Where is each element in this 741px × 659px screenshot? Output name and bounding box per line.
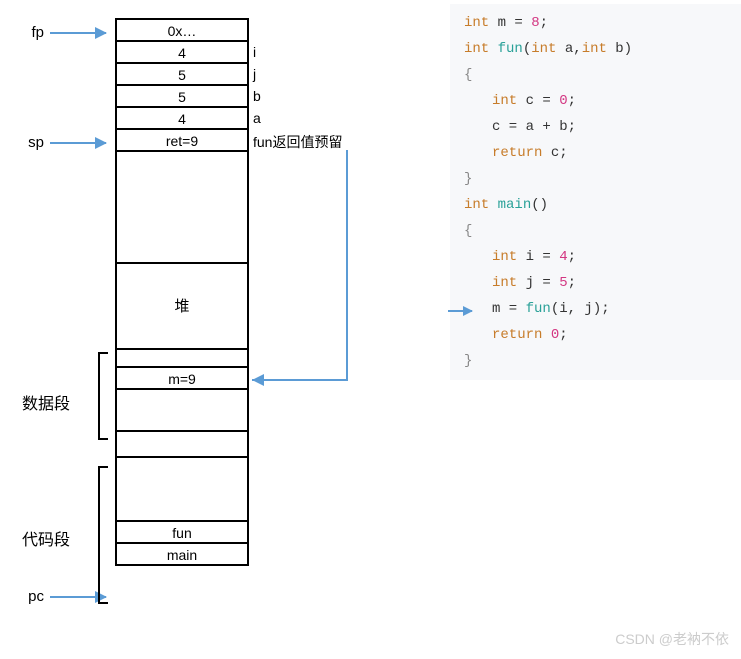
code-l14: } xyxy=(464,348,734,374)
cell-a: 4 xyxy=(117,108,247,130)
label-ret: fun返回值预留 xyxy=(253,132,342,152)
spacer-d2 xyxy=(117,390,247,432)
cell-i: 4 xyxy=(117,42,247,64)
code-l13: return 0; xyxy=(464,322,734,348)
cell-addr: 0x… xyxy=(117,20,247,42)
arrow-current-line xyxy=(448,310,472,312)
spacer-d1 xyxy=(117,350,247,368)
arrow-fp xyxy=(50,32,106,34)
code-l12: m = fun(i, j); xyxy=(464,296,734,322)
code-l5: c = a + b; xyxy=(464,114,734,140)
spacer-stack xyxy=(117,152,247,264)
cell-fun: fun xyxy=(117,522,247,544)
code-l4: int c = 0; xyxy=(464,88,734,114)
brace-data xyxy=(98,352,108,440)
cell-main: main xyxy=(117,544,247,566)
code-l7: } xyxy=(464,166,734,192)
cell-b: 5 xyxy=(117,86,247,108)
code-l8: int main() xyxy=(464,192,734,218)
label-data-seg: 数据段 xyxy=(10,390,70,414)
cell-j: 5 xyxy=(117,64,247,86)
code-l11: int j = 5; xyxy=(464,270,734,296)
code-l1: int m = 8; xyxy=(464,10,734,36)
brace-code xyxy=(98,466,108,604)
label-fp: fp xyxy=(20,24,44,41)
label-j: j xyxy=(253,66,256,82)
gap xyxy=(117,432,247,456)
memory-column: 0x… 4 5 5 4 ret=9 堆 m=9 fun main xyxy=(115,18,249,566)
label-b: b xyxy=(253,88,261,104)
cell-heap: 堆 xyxy=(117,264,247,350)
code-l3: { xyxy=(464,62,734,88)
label-pc: pc xyxy=(20,588,44,605)
cell-m: m=9 xyxy=(117,368,247,390)
code-block: int m = 8; int fun(int a,int b) { int c … xyxy=(450,4,741,380)
arrow-sp xyxy=(50,142,106,144)
label-code-seg: 代码段 xyxy=(10,526,70,550)
connector-ret-to-m xyxy=(247,150,367,410)
code-l9: { xyxy=(464,218,734,244)
code-l2: int fun(int a,int b) xyxy=(464,36,734,62)
watermark: CSDN @老衲不依 xyxy=(615,629,729,649)
code-l6: return c; xyxy=(464,140,734,166)
code-l10: int i = 4; xyxy=(464,244,734,270)
cell-ret: ret=9 xyxy=(117,130,247,152)
label-a: a xyxy=(253,110,261,126)
label-sp: sp xyxy=(20,134,44,151)
spacer-c1 xyxy=(117,456,247,522)
label-i: i xyxy=(253,44,256,60)
